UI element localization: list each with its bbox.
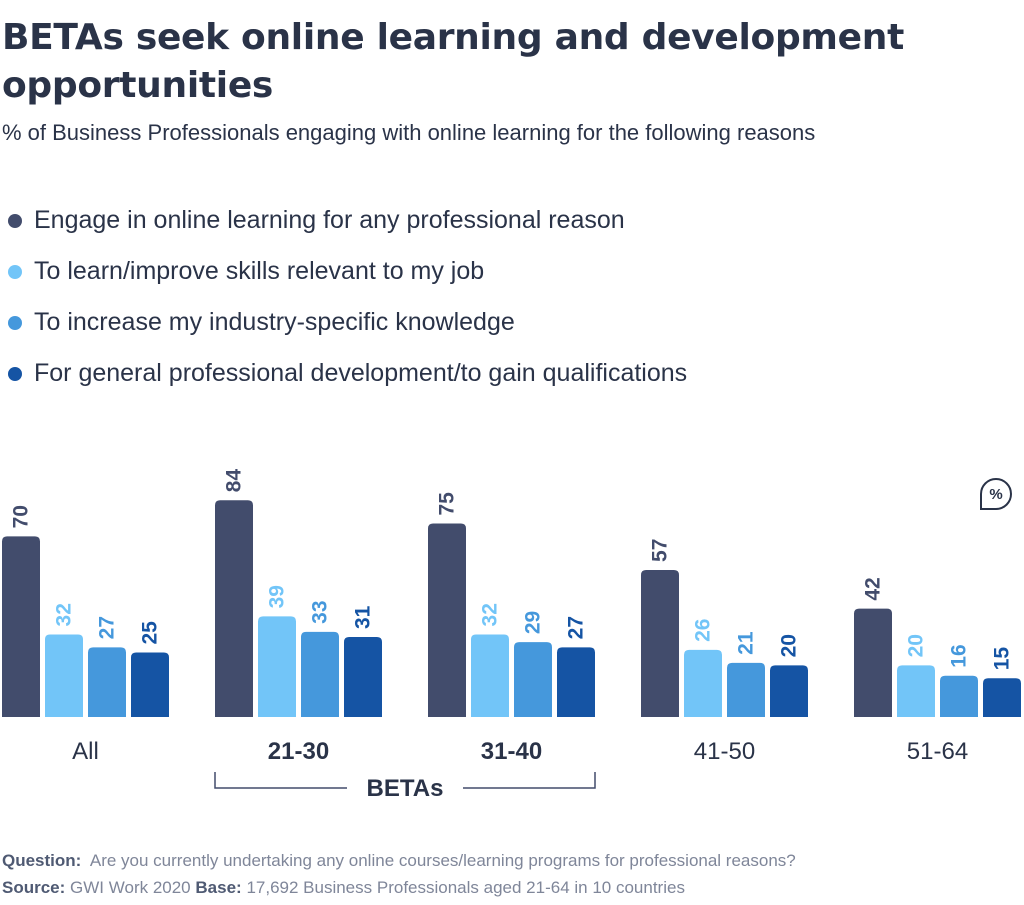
data-label: 20 — [905, 634, 928, 657]
legend-swatch — [8, 315, 22, 330]
data-label: 75 — [436, 492, 459, 516]
legend-swatch — [8, 366, 22, 381]
source-text: GWI Work 2020 — [70, 878, 191, 897]
category-label: 21-30 — [268, 738, 329, 765]
bar — [471, 634, 509, 717]
footnote-source: Source: GWI Work 2020 Base: 17,692 Busin… — [2, 878, 685, 898]
percent-icon: % — [980, 478, 1012, 510]
legend-label: Engage in online learning for any profes… — [34, 206, 625, 234]
base-text: 17,692 Business Professionals aged 21-64… — [246, 878, 685, 897]
legend-label: To learn/improve skills relevant to my j… — [34, 257, 485, 285]
legend: Engage in online learning for any profes… — [8, 195, 687, 399]
bar — [131, 652, 169, 717]
legend-label: To increase my industry-specific knowled… — [34, 308, 515, 336]
bar — [557, 647, 595, 717]
bar — [727, 662, 765, 717]
bar — [344, 637, 382, 717]
bar — [514, 642, 552, 717]
bar — [258, 616, 296, 717]
data-label: 39 — [266, 585, 289, 608]
data-label: 32 — [479, 603, 502, 626]
legend-item: To learn/improve skills relevant to my j… — [8, 246, 687, 297]
bar — [854, 608, 892, 717]
data-label: 57 — [649, 539, 672, 562]
question-label: Question: — [2, 851, 82, 870]
bar — [940, 675, 978, 717]
data-label: 33 — [309, 601, 332, 624]
footnote-question: Question: Are you currently undertaking … — [2, 851, 796, 871]
legend-label: For general professional development/to … — [34, 359, 688, 387]
legend-item: Engage in online learning for any profes… — [8, 195, 687, 246]
data-label: 42 — [862, 577, 885, 600]
bar — [983, 678, 1021, 717]
base-label: Base: — [195, 878, 242, 897]
chart-subtitle: % of Business Professionals engaging wit… — [2, 120, 816, 145]
bar — [770, 665, 808, 717]
question-text: Are you currently undertaking any online… — [89, 851, 796, 870]
category-label: All — [72, 738, 99, 765]
bar — [2, 536, 40, 717]
data-label: 32 — [53, 603, 76, 626]
data-label: 27 — [565, 616, 588, 639]
data-label: 16 — [948, 644, 971, 667]
data-label: 20 — [778, 634, 801, 657]
data-label: 84 — [223, 469, 246, 493]
legend-item: To increase my industry-specific knowled… — [8, 297, 687, 348]
bar — [428, 523, 466, 717]
legend-item: For general professional development/to … — [8, 348, 687, 399]
chart-title: BETAs seek online learning and developme… — [2, 17, 904, 106]
category-label: 41-50 — [694, 738, 755, 765]
data-label: 70 — [10, 505, 33, 528]
category-label: 51-64 — [907, 738, 968, 765]
bar — [45, 634, 83, 717]
legend-swatch — [8, 264, 22, 279]
bar — [641, 569, 679, 717]
bar — [215, 500, 253, 717]
data-label: 26 — [692, 619, 715, 642]
bar — [684, 649, 722, 717]
group-label: BETAs — [367, 775, 444, 802]
bar — [301, 631, 339, 717]
data-label: 25 — [139, 621, 162, 645]
category-label: 31-40 — [481, 738, 542, 765]
source-label: Source: — [2, 878, 66, 897]
data-label: 15 — [991, 647, 1014, 671]
data-label: 31 — [352, 605, 375, 629]
bar — [88, 647, 126, 717]
bar-chart: 70 32 27 25 All 84 39 33 31 21-30 75 32 29 27 31-40 57 2… — [2, 469, 1021, 802]
legend-swatch — [8, 213, 22, 228]
group-bracket — [214, 772, 596, 789]
data-label: 27 — [96, 616, 119, 639]
bar — [897, 665, 935, 717]
data-label: 21 — [735, 631, 758, 655]
data-label: 29 — [522, 611, 545, 634]
